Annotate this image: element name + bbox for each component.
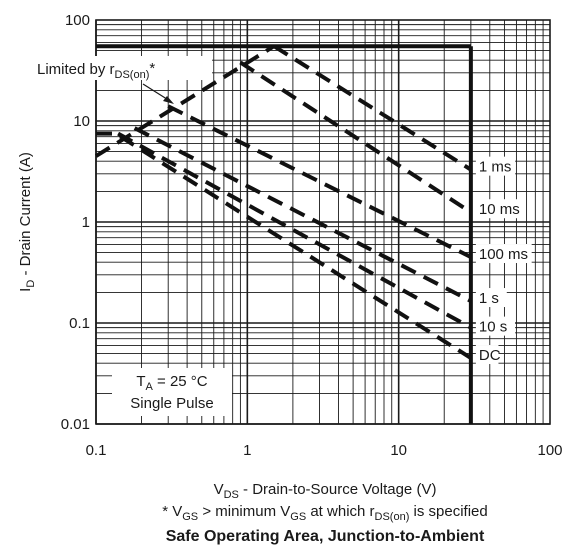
footnote-mid: > minimum V — [198, 503, 290, 520]
tick-labels: 0.1 1 10 100 0.01 0.1 1 10 100 — [61, 12, 563, 459]
limited-annotation-pre: Limited by r — [37, 61, 115, 78]
limited-annotation-arrowhead — [163, 96, 174, 104]
data-lines — [94, 44, 473, 424]
temp-annotation-sub: A — [146, 381, 154, 393]
chart-title: Safe Operating Area, Junction-to-Ambient — [166, 528, 485, 545]
temp-annotation-post: = 25 °C — [153, 373, 208, 390]
y-tick-label: 0.1 — [69, 315, 90, 332]
series-line — [96, 131, 472, 360]
series-label-bg — [475, 316, 516, 336]
series-label-bg — [475, 345, 499, 365]
y-axis-label-main: I — [17, 288, 34, 292]
x-axis-label-rest: - Drain-to-Source Voltage (V) — [239, 481, 437, 498]
y-tick-label: 100 — [65, 12, 90, 29]
y-tick-label: 10 — [73, 113, 90, 130]
temp-annotation-pre: T — [136, 373, 145, 390]
x-tick-label: 100 — [537, 442, 562, 459]
y-axis-label: ID - Drain Current (A) — [17, 152, 37, 292]
series-line — [239, 60, 472, 214]
temp-annotation: TA = 25 °C — [136, 373, 207, 393]
plot-frame — [95, 19, 551, 425]
x-axis-label-main: V — [214, 481, 224, 498]
y-tick-label: 1 — [82, 214, 90, 231]
series-line — [117, 131, 472, 330]
series-label: 10 s — [479, 319, 507, 336]
series-labels: 1 ms 10 ms 100 ms 1 s 10 s DC — [475, 156, 532, 365]
series-label: 100 ms — [479, 246, 528, 263]
y-tick-label: 0.01 — [61, 416, 90, 433]
series-line — [167, 104, 472, 259]
footnote-sub-2: GS — [290, 511, 306, 523]
x-axis-label: VDS - Drain-to-Source Voltage (V) — [214, 481, 437, 501]
x-tick-label: 0.1 — [86, 442, 107, 459]
footnote-sub-1: GS — [182, 511, 198, 523]
x-tick-label: 10 — [390, 442, 407, 459]
series-label: 10 ms — [479, 201, 520, 218]
limited-annotation: Limited by rDS(on)* — [37, 60, 155, 81]
footnote-end: is specified — [409, 503, 487, 520]
series-line — [272, 44, 472, 172]
series-label-bg — [475, 199, 524, 219]
pulse-annotation: Single Pulse — [130, 395, 213, 412]
series-line — [133, 126, 472, 303]
limited-annotation-post: * — [149, 60, 155, 77]
series-label-bg — [475, 156, 516, 176]
series-label: 1 ms — [479, 159, 512, 176]
y-axis-label-rest: - Drain Current (A) — [17, 152, 34, 280]
series-label-bg — [475, 244, 532, 264]
limited-annotation-bg — [34, 56, 212, 80]
x-axis-label-sub: DS — [224, 489, 239, 501]
y-axis-label-sub: D — [25, 280, 37, 288]
limited-annotation-sub: DS(on) — [115, 69, 150, 81]
footnote-star: * V — [162, 503, 182, 520]
footnote-sub-3: DS(on) — [375, 511, 410, 523]
x-tick-label: 1 — [243, 442, 251, 459]
series-label: DC — [479, 347, 501, 364]
footnote-mid-2: at which r — [306, 503, 374, 520]
series-label-bg — [475, 288, 507, 308]
footnote: * VGS > minimum VGS at which rDS(on) is … — [162, 503, 488, 523]
temp-annotation-bg — [112, 368, 232, 416]
series-label: 1 s — [479, 290, 499, 307]
